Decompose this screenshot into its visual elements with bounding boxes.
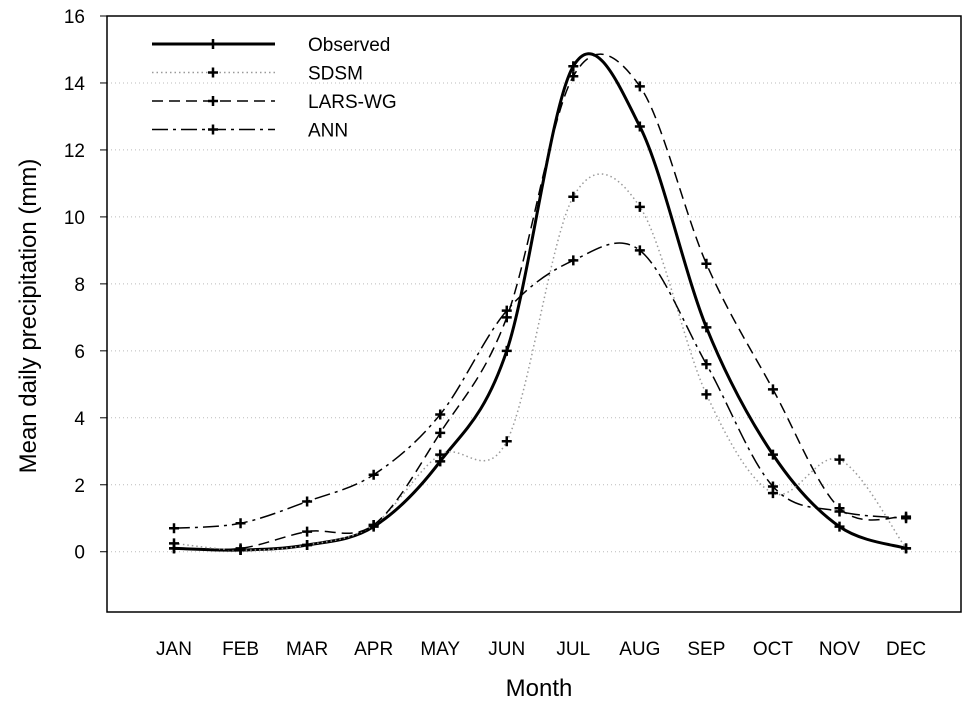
- data-point: [901, 543, 912, 554]
- series-line: [173, 52, 907, 552]
- x-tick-label: SEP: [687, 639, 725, 660]
- y-tick-label: 0: [74, 543, 85, 564]
- x-axis-label: Month: [506, 675, 573, 702]
- y-tick-label: 14: [64, 74, 86, 95]
- data-point: [767, 481, 778, 492]
- legend-marker: [208, 124, 218, 135]
- series-line: [173, 53, 907, 551]
- data-point: [368, 469, 379, 480]
- data-point: [302, 526, 313, 537]
- y-tick-label: 4: [74, 409, 85, 430]
- y-axis-label: Mean daily precipitation (mm): [15, 159, 42, 474]
- legend-label: LARS-WG: [308, 92, 397, 113]
- data-point: [435, 449, 446, 460]
- x-tick-label: AUG: [619, 639, 660, 660]
- y-tick-label: 6: [74, 342, 85, 363]
- data-point: [235, 543, 246, 554]
- data-point: [568, 191, 579, 202]
- x-tick-label: FEB: [222, 639, 259, 660]
- x-tick-label: JUL: [556, 639, 590, 660]
- legend-marker: [208, 39, 218, 49]
- data-point: [501, 305, 512, 316]
- series-line: [173, 173, 907, 551]
- data-point: [701, 258, 712, 269]
- x-tick-label: MAR: [286, 639, 328, 660]
- data-point: [568, 71, 579, 82]
- data-point: [634, 245, 645, 256]
- data-point: [701, 359, 712, 370]
- data-point: [435, 409, 446, 420]
- legend-label: Observed: [308, 35, 390, 56]
- legend-label: SDSM: [308, 64, 363, 85]
- x-tick-label: JAN: [156, 639, 192, 660]
- data-point: [235, 518, 246, 529]
- data-point: [368, 519, 379, 530]
- x-tick-label: OCT: [753, 639, 794, 660]
- data-point: [169, 543, 179, 554]
- legend-marker: [208, 67, 218, 78]
- data-point: [568, 61, 579, 72]
- x-tick-label: MAY: [420, 639, 460, 660]
- x-tick-label: APR: [354, 639, 393, 660]
- data-point: [501, 345, 512, 356]
- x-tick-label: NOV: [819, 639, 861, 660]
- data-point: [834, 521, 845, 532]
- y-tick-label: 12: [64, 141, 85, 162]
- data-point: [169, 523, 179, 534]
- data-point: [701, 389, 712, 400]
- data-point: [767, 384, 778, 395]
- legend-label: ANN: [308, 121, 348, 142]
- data-point: [834, 506, 845, 517]
- data-point: [634, 201, 645, 212]
- y-tick-label: 2: [74, 476, 85, 497]
- x-tick-label: JUN: [488, 639, 525, 660]
- x-tick-label: DEC: [886, 639, 926, 660]
- data-point: [435, 427, 446, 438]
- data-point: [634, 121, 645, 132]
- y-tick-label: 16: [64, 7, 85, 28]
- data-point: [901, 513, 912, 524]
- data-point: [634, 81, 645, 92]
- legend-marker: [208, 96, 218, 106]
- data-point: [568, 255, 579, 266]
- data-point: [834, 454, 845, 465]
- data-point: [767, 449, 778, 460]
- y-tick-label: 8: [74, 275, 85, 296]
- data-point: [302, 496, 313, 507]
- plot-frame: [106, 15, 962, 613]
- data-point: [501, 436, 512, 447]
- data-point: [701, 322, 712, 333]
- data-point: [302, 540, 313, 551]
- y-tick-label: 10: [64, 208, 85, 229]
